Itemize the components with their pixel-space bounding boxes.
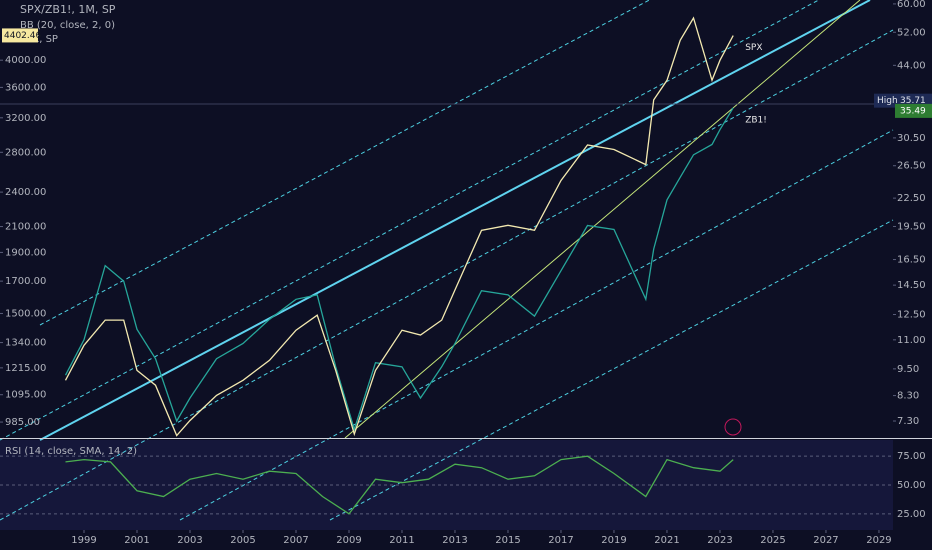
y2-tick-label: 60.00	[897, 0, 926, 10]
y-tick-label: 3200.00	[5, 113, 46, 124]
series-line	[64, 107, 734, 432]
y-tick-label: 1500.00	[5, 308, 46, 319]
x-tick-label: 2019	[601, 535, 626, 546]
rsi-title: RSI (14, close, SMA, 14, 2)	[5, 446, 137, 457]
high-tag-label: 35.71	[900, 96, 926, 106]
y2-tick-label: 19.50	[897, 221, 926, 232]
channel-lines	[0, 0, 894, 521]
y2-tick-label: 9.50	[897, 364, 919, 375]
y-tick-label: 2100.00	[5, 222, 46, 233]
x-tick-label: 2021	[654, 535, 679, 546]
x-tick-label: 2005	[230, 535, 255, 546]
y-tick-label: 1700.00	[5, 276, 46, 287]
y-tick-label: 1095.00	[5, 390, 46, 401]
y2-tick-label: 52.00	[897, 27, 926, 38]
x-tick-label: 2017	[548, 535, 573, 546]
trend-line	[344, 0, 861, 439]
series-line	[64, 16, 734, 437]
y2-tick-label: 14.50	[897, 280, 926, 291]
y-tick-label: 1340.00	[5, 338, 46, 349]
x-tick-label: 2009	[336, 535, 361, 546]
y-tick-label: 985.00	[5, 417, 40, 428]
alert-icon[interactable]	[724, 418, 742, 436]
last-tag-label: 35.49	[900, 106, 926, 116]
trend-line	[39, 0, 871, 441]
y-tick-label: 2400.00	[5, 187, 46, 198]
last-tag	[895, 103, 932, 118]
x-tick-label: 2007	[283, 535, 308, 546]
indicator-label: BB (20, close, 2, 0)	[20, 20, 115, 31]
price-tag-label: 4402.46	[4, 31, 41, 41]
x-tick-label: 2003	[177, 535, 202, 546]
x-tick-label: 2011	[389, 535, 414, 546]
x-tick-label: 2015	[495, 535, 520, 546]
y-tick-label: 75.00	[897, 451, 926, 462]
y2-tick-label: 22.50	[897, 193, 926, 204]
x-tick-label: 2023	[707, 535, 732, 546]
series-line	[65, 455, 734, 515]
price-axis	[893, 0, 932, 550]
y-tick-label: 3600.00	[5, 82, 46, 93]
y2-tick-label: 44.00	[897, 60, 926, 71]
high-tag-name: High	[877, 96, 898, 106]
chart-title: SPX/ZB1!, 1M, SP	[20, 3, 116, 16]
price-tag	[2, 28, 38, 43]
y-tick-label: 2800.00	[5, 147, 46, 158]
y2-tick-label: 12.50	[897, 310, 926, 321]
y-tick-label: 4000.00	[5, 55, 46, 66]
x-tick-label: 2013	[442, 535, 467, 546]
y2-tick-label: 16.50	[897, 255, 926, 266]
series-label: ZB1!	[745, 115, 767, 125]
y2-tick-label: 8.30	[897, 391, 919, 402]
x-tick-label: 1999	[71, 535, 96, 546]
y-tick-label: 1215.00	[5, 363, 46, 374]
x-tick-label: 2001	[124, 535, 149, 546]
y2-tick-label: 30.50	[897, 133, 926, 144]
y2-tick-label: 7.30	[897, 416, 919, 427]
x-tick-label: 2029	[866, 535, 891, 546]
x-tick-label: 2027	[813, 535, 838, 546]
y2-tick-label: 11.00	[897, 335, 926, 346]
y-tick-label: 25.00	[897, 509, 926, 520]
y-tick-label: 50.00	[897, 480, 926, 491]
x-tick-label: 2025	[760, 535, 785, 546]
indicator-label: SPX, SP	[20, 34, 58, 45]
series-label: SPX	[745, 43, 762, 53]
y-tick-label: 1900.00	[5, 247, 46, 258]
y2-tick-label: 26.50	[897, 161, 926, 172]
